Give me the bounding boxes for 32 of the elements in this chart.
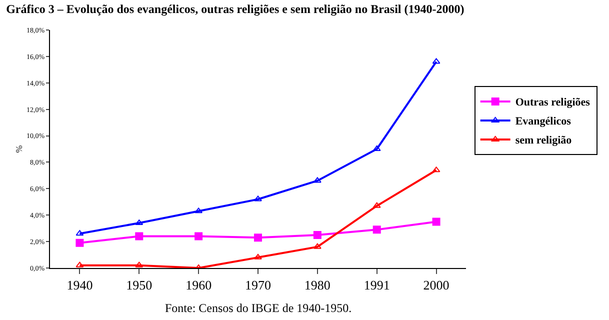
x-tick-label: 1960 bbox=[186, 278, 212, 293]
point bbox=[76, 262, 84, 268]
x-tick-label: 2000 bbox=[423, 278, 450, 293]
point bbox=[432, 218, 440, 226]
point bbox=[313, 177, 322, 183]
point bbox=[135, 232, 144, 240]
point bbox=[313, 243, 322, 249]
x-tick-label: 1950 bbox=[126, 278, 152, 293]
point bbox=[432, 58, 440, 64]
point bbox=[135, 220, 144, 226]
point bbox=[254, 254, 262, 260]
point bbox=[372, 226, 381, 234]
point bbox=[372, 202, 381, 208]
point bbox=[432, 166, 440, 172]
y-axis-title: % bbox=[14, 144, 24, 153]
x-tick-label: 1991 bbox=[364, 278, 390, 293]
x-tick-label: 1940 bbox=[66, 278, 93, 293]
point bbox=[313, 230, 322, 239]
chart-title: Gráfico 3 – Evolução dos evangélicos, outras religiões e sem religião no Brasil (1940-2000) bbox=[6, 2, 464, 16]
point bbox=[194, 208, 203, 214]
legend-label: Evangélicos bbox=[515, 116, 572, 128]
x-tick-label: 1970 bbox=[245, 278, 271, 293]
point bbox=[254, 196, 262, 202]
legend-label: Outras religiões bbox=[515, 96, 591, 109]
point bbox=[194, 232, 203, 240]
legend-label: sem religião bbox=[515, 134, 572, 147]
source-note: Fonte: Censos do IBGE de 1940-1950. bbox=[165, 301, 352, 315]
point bbox=[135, 262, 144, 268]
x-tick-label: 1980 bbox=[304, 278, 330, 293]
point bbox=[254, 234, 262, 242]
point bbox=[76, 230, 84, 236]
point bbox=[76, 238, 84, 247]
